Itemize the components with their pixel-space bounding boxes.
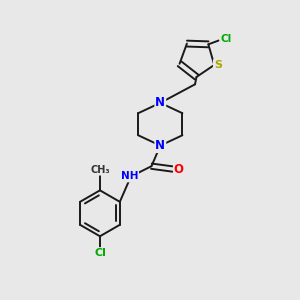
Text: Cl: Cl: [220, 34, 232, 44]
Text: O: O: [174, 163, 184, 176]
Text: NH: NH: [121, 172, 138, 182]
Text: N: N: [155, 96, 165, 110]
Text: Cl: Cl: [94, 248, 106, 258]
Text: S: S: [214, 60, 222, 70]
Text: CH₃: CH₃: [90, 165, 110, 175]
Text: N: N: [155, 139, 165, 152]
